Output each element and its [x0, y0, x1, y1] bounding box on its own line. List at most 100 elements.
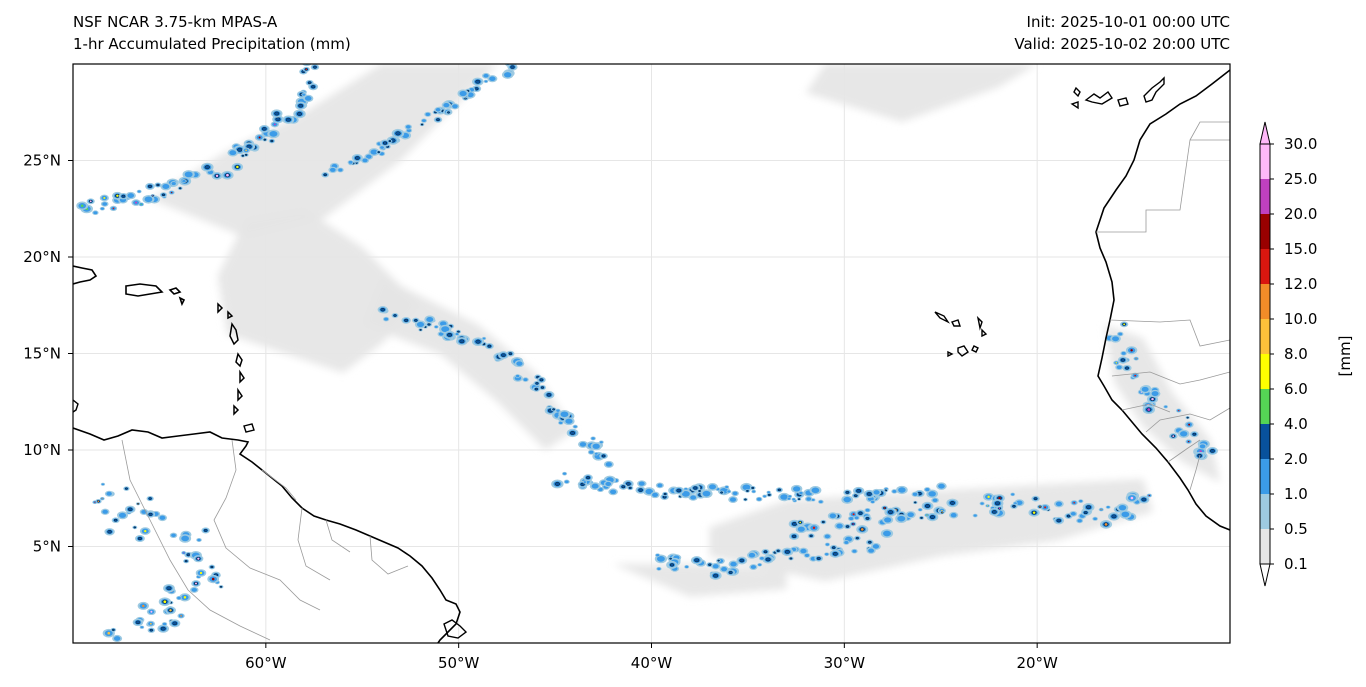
precip-cell-core — [162, 183, 170, 190]
colorbar-tick-label: 12.0 — [1284, 275, 1317, 293]
precip-cell-core — [380, 146, 384, 149]
precip-cell-core — [1055, 501, 1063, 507]
precip-cell-heavy — [148, 512, 153, 516]
time-block: Init: 2025-10-01 00:00 UTC Valid: 2025-1… — [1014, 11, 1230, 55]
precip-cell-intense — [1073, 501, 1075, 504]
south-america-borders — [121, 439, 409, 641]
precip-cell-core — [422, 119, 426, 123]
lon-tick-label: 50°W — [438, 654, 480, 672]
precip-cell-core — [592, 443, 600, 449]
precip-cell-heavy — [210, 565, 214, 569]
precip-cell-core — [610, 489, 617, 495]
precip-cell-heavy — [1192, 432, 1197, 436]
lat-tick-label: 20°N — [23, 248, 61, 266]
precip-cell-core — [489, 76, 496, 82]
precip-cell-heavy — [669, 557, 672, 560]
precip-cell-core — [515, 374, 520, 378]
precip-cell-heavy — [791, 534, 797, 538]
colorbar-segment — [1260, 354, 1270, 389]
precip-cell-core — [159, 515, 166, 520]
precip-cell-heavy — [113, 518, 118, 522]
precip-cell-core — [144, 196, 153, 203]
africa-borders — [1096, 121, 1230, 491]
precip-cell-heavy — [420, 123, 424, 126]
precip-cell-core — [757, 497, 762, 501]
precip-cell-core — [426, 316, 434, 323]
precip-cell-intense — [305, 68, 308, 71]
precip-cell-heavy — [1111, 514, 1117, 519]
precip-cell-heavy — [148, 497, 152, 500]
precip-cell-core — [938, 483, 945, 489]
model-title: NSF NCAR 3.75-km MPAS-A — [73, 13, 278, 31]
precip-cell-heavy — [124, 487, 128, 490]
precip-cell-heavy — [414, 319, 418, 322]
precip-cell-heavy — [554, 481, 561, 486]
precip-cell-intense — [163, 600, 167, 604]
precip-cell-intense — [258, 136, 261, 139]
precip-cell-heavy — [298, 103, 304, 108]
precip-cell-intense — [860, 528, 864, 531]
precip-cell-core — [591, 437, 595, 440]
precip-cell-core — [811, 498, 815, 501]
precip-cell-intense — [1148, 494, 1150, 497]
precip-cell-heavy — [676, 488, 682, 493]
south-america-storms — [92, 482, 224, 643]
precip-cell-core — [1118, 332, 1123, 336]
precip-cell-heavy — [865, 517, 870, 520]
precip-cell-core — [645, 488, 653, 495]
precip-cell-intense — [812, 526, 816, 530]
itcz-light-rain-west — [612, 563, 787, 597]
precip-cell-core — [140, 626, 144, 629]
precip-cell-heavy — [694, 558, 700, 563]
precip-cell-intense — [245, 149, 247, 152]
precip-cell-core — [758, 563, 762, 566]
precip-cell-core — [523, 378, 528, 382]
precip-cell-core — [338, 168, 343, 172]
precip-cell-core — [1164, 405, 1168, 408]
precip-cell-intense — [1172, 435, 1175, 438]
precip-cell-heavy — [994, 501, 1001, 506]
lon-tick-label: 30°W — [824, 654, 866, 672]
precip-cell-heavy — [1186, 416, 1189, 419]
precip-cell-intense — [197, 557, 200, 560]
precip-cell-heavy — [534, 387, 539, 391]
precip-cell-core — [883, 530, 891, 537]
precip-cell-core — [365, 154, 372, 159]
precip-cell-heavy — [992, 510, 997, 514]
precip-cell-core — [1106, 506, 1110, 509]
precip-cell-core — [681, 490, 690, 497]
precip-cell-core — [579, 442, 587, 447]
colorbar-segment — [1260, 249, 1270, 284]
precip-cell-core — [730, 561, 737, 567]
colorbar-units-label: [mm] — [1336, 336, 1354, 377]
precip-cell-core — [729, 497, 737, 502]
precip-cell-core — [425, 112, 431, 116]
precip-cell-core — [918, 508, 922, 511]
precip-cell-intense — [1130, 496, 1134, 500]
precip-cell-core — [560, 411, 569, 418]
precip-cell-core — [806, 497, 812, 501]
precip-cell-core — [1016, 500, 1023, 506]
precip-cell-core — [656, 553, 660, 557]
precip-cell-core — [605, 462, 613, 467]
precip-cell-heavy — [539, 378, 544, 382]
precip-cell-heavy — [382, 141, 388, 145]
precip-cell-core — [329, 167, 336, 172]
precip-cell-heavy — [1210, 449, 1215, 453]
precip-cell-heavy — [121, 194, 126, 198]
colorbar-tick-label: 6.0 — [1284, 380, 1308, 398]
precip-cell-heavy — [625, 482, 631, 486]
colorbar-tick-label: 8.0 — [1284, 345, 1308, 363]
precip-cell-intense — [140, 203, 142, 205]
colorbar-segment — [1260, 529, 1270, 564]
title-block: NSF NCAR 3.75-km MPAS-A 1-hr Accumulated… — [73, 11, 351, 55]
precip-cell-core — [171, 182, 176, 186]
precip-cell-core — [93, 211, 98, 215]
precip-cell-heavy — [708, 563, 712, 566]
precip-cell-intense — [80, 204, 84, 208]
precip-cell-heavy — [585, 476, 591, 480]
precip-cell-intense — [137, 503, 139, 505]
precip-cell-intense — [215, 174, 219, 178]
precip-cell-heavy — [855, 537, 859, 540]
